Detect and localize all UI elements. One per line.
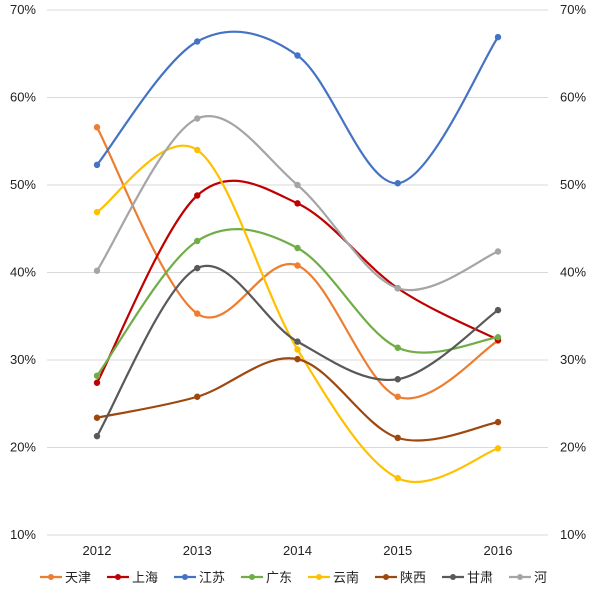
legend-marker [249, 574, 255, 580]
data-point [194, 38, 201, 45]
data-point [394, 285, 401, 292]
y-tick-label-right: 10% [560, 527, 586, 542]
data-point [294, 355, 301, 363]
legend: 天津 上海 江苏 广东 云南 陕西 甘肃 河 [40, 570, 547, 586]
series-0 [93, 124, 502, 400]
legend-label: 陕西 [400, 571, 426, 586]
legend-marker [383, 574, 389, 580]
legend-item: 天津 [40, 571, 91, 586]
y-tick-label-left: 60% [10, 90, 36, 105]
y-tick-label-right: 20% [560, 440, 586, 455]
x-tick-label: 2014 [283, 543, 312, 558]
x-tick-label: 2013 [183, 543, 212, 558]
series-layer [93, 30, 502, 484]
data-point [294, 244, 301, 252]
legend-label: 江苏 [199, 570, 225, 586]
data-point [294, 52, 301, 59]
series-6 [93, 264, 502, 440]
legend-marker [115, 574, 121, 580]
data-point [194, 264, 201, 272]
legend-item: 云南 [308, 570, 359, 586]
legend-marker [517, 574, 523, 580]
data-point [194, 146, 201, 154]
data-point [194, 192, 201, 199]
series-5 [93, 355, 502, 442]
legend-item: 广东 [241, 571, 292, 586]
data-point [194, 115, 201, 122]
y-tick-label-left: 50% [10, 177, 36, 192]
legend-label: 上海 [132, 571, 158, 586]
y-axis-left: 10% 20% 30% 40% 50% 60% 70% [10, 2, 36, 542]
data-point [93, 379, 101, 386]
series-line [96, 264, 499, 437]
series-7 [93, 115, 502, 292]
y-tick-label-right: 30% [560, 352, 586, 367]
x-tick-label: 2015 [383, 543, 412, 558]
data-point [394, 344, 401, 351]
series-4 [93, 144, 502, 484]
y-tick-label-left: 20% [10, 440, 36, 455]
y-tick-label-left: 30% [10, 352, 36, 367]
data-point [93, 432, 101, 440]
y-tick-label-right: 60% [560, 90, 586, 105]
data-point [494, 445, 502, 452]
legend-item: 甘肃 [442, 571, 493, 586]
series-3 [93, 228, 502, 379]
data-point [194, 393, 201, 400]
data-point [394, 376, 401, 383]
y-tick-label-right: 40% [560, 265, 586, 280]
x-tick-label: 2012 [83, 543, 112, 558]
legend-marker [450, 574, 456, 580]
series-line [96, 144, 499, 484]
data-point [494, 306, 502, 314]
data-point [294, 346, 301, 353]
data-point [294, 262, 301, 269]
legend-item: 上海 [107, 571, 158, 586]
data-point [494, 33, 502, 41]
data-point [494, 334, 502, 341]
y-tick-label-right: 70% [560, 2, 586, 17]
data-point [93, 414, 101, 421]
series-line [96, 179, 499, 384]
legend-marker [182, 574, 188, 580]
legend-label: 云南 [333, 570, 359, 586]
legend-marker [316, 574, 322, 580]
data-point [394, 180, 401, 187]
data-point [394, 434, 401, 442]
legend-label: 甘肃 [467, 571, 493, 586]
data-point [394, 474, 401, 482]
data-point [294, 181, 301, 189]
x-tick-label: 2016 [484, 543, 513, 558]
data-point [93, 267, 101, 274]
legend-label: 河 [534, 571, 547, 586]
legend-label: 广东 [266, 571, 292, 586]
data-point [494, 248, 502, 255]
legend-marker [48, 574, 54, 580]
y-tick-label-left: 40% [10, 265, 36, 280]
gridlines [47, 9, 548, 536]
y-tick-label-left: 70% [10, 2, 36, 17]
series-line [96, 30, 499, 185]
data-point [93, 124, 101, 131]
legend-item: 陕西 [375, 571, 426, 586]
series-2 [93, 30, 502, 187]
legend-item: 江苏 [174, 570, 225, 586]
legend-item: 河 [509, 571, 547, 586]
data-point [93, 208, 101, 216]
y-tick-label-left: 10% [10, 527, 36, 542]
data-point [93, 161, 101, 169]
data-point [394, 393, 401, 400]
series-line [96, 357, 499, 442]
data-point [93, 372, 101, 379]
y-axis-right: 10% 20% 30% 40% 50% 60% 70% [560, 2, 586, 542]
y-tick-label-right: 50% [560, 177, 586, 192]
legend-label: 天津 [65, 571, 91, 586]
data-point [294, 200, 301, 207]
data-point [494, 418, 502, 426]
data-point [194, 310, 201, 317]
data-point [294, 338, 301, 345]
x-axis: 2012 2013 2014 2015 2016 [83, 543, 513, 558]
data-point [194, 237, 201, 245]
